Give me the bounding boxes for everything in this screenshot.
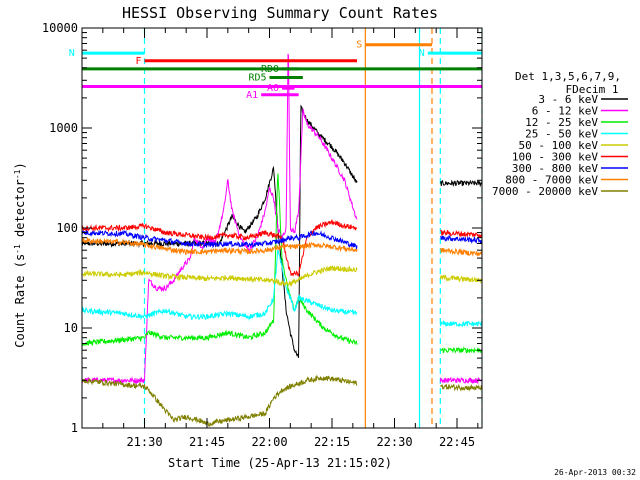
series-line-2-1 [439,346,482,354]
flag-label-9: A0 [267,83,279,94]
footer-date: 26-Apr-2013 00:32 [554,468,636,477]
flag-label-0: N [69,48,75,59]
series-line-8-0 [82,374,358,427]
series-5 [82,219,482,277]
chart-title: HESSI Observing Summary Count Rates [122,4,438,22]
y-axis-label-mid: detector [13,179,27,244]
flag-label-8: A1 [246,90,258,101]
y-axis-label-group: Count Rate (s-1 detector-1) [13,162,28,347]
series-3 [82,249,482,328]
legend-label-0: 3 - 6 keV [538,93,598,106]
series-line-6-1 [440,234,482,245]
series-0 [82,104,482,358]
series-line-1-0 [82,53,358,385]
legend-label-3: 25 - 50 keV [525,128,598,141]
legend-label-6: 300 - 800 keV [512,162,598,175]
series-8 [82,374,482,427]
y-axis-label-main: Count Rate (s [13,254,27,348]
flag-label-5: RD0 [261,64,279,75]
legend-label-5: 100 - 300 keV [512,151,598,164]
x-tick-label-4: 22:30 [376,435,412,449]
series-line-3-0 [82,249,358,322]
series-7 [82,236,482,257]
series-line-4-1 [439,273,482,284]
y-tick-label-3: 1000 [49,121,78,135]
x-tick-label-2: 22:00 [251,435,287,449]
series-2 [82,173,482,354]
x-tick-label-3: 22:15 [314,435,350,449]
y-tick-label-0: 1 [71,421,78,435]
y-tick-label-4: 10000 [42,21,78,35]
plot-clip-group [82,28,482,428]
series-line-7-1 [440,247,482,257]
legend-label-2: 12 - 25 keV [525,116,598,129]
series-6 [82,229,482,250]
series-line-1-1 [439,376,482,385]
series-line-5-1 [439,229,482,238]
series-line-7-0 [82,236,358,256]
y-axis-label: Count Rate (s-1 detector-1) [13,162,28,347]
x-tick-label-5: 22:45 [439,435,475,449]
y-tick-label-2: 100 [56,221,78,235]
series-1 [82,53,482,385]
flag-label-3: F [135,56,141,67]
y-axis-label-sup-1: -1 [13,244,22,254]
flag-label-1: N [419,48,425,59]
y-tick-label-1: 10 [64,321,78,335]
y-axis-label-sup-2: -1 [13,169,22,179]
series-line-2-0 [82,173,358,347]
y-axis-label-end: ) [13,162,27,169]
series-line-8-1 [439,383,482,392]
legend-label-1: 6 - 12 keV [532,105,599,118]
legend-header-line-2: FDecim 1 [566,83,619,96]
legend-label-8: 7000 - 20000 keV [492,185,598,198]
x-tick-label-0: 21:30 [126,435,162,449]
x-tick-label-1: 21:45 [189,435,225,449]
series-4 [82,265,482,287]
flag-label-2: S [356,40,362,51]
series-line-5-0 [82,219,358,277]
series-line-6-0 [82,229,358,250]
legend-label-4: 50 - 100 keV [519,139,599,152]
legend-header-line-1: Det 1,3,5,6,7,9, [515,70,621,83]
series-line-4-0 [82,265,358,287]
x-axis-label: Start Time (25-Apr-13 21:15:02) [168,456,392,470]
series-line-0-1 [439,179,482,188]
flag-label-6: RD5 [248,72,266,83]
legend-label-7: 800 - 7000 keV [505,174,598,187]
series-line-3-1 [439,319,482,328]
